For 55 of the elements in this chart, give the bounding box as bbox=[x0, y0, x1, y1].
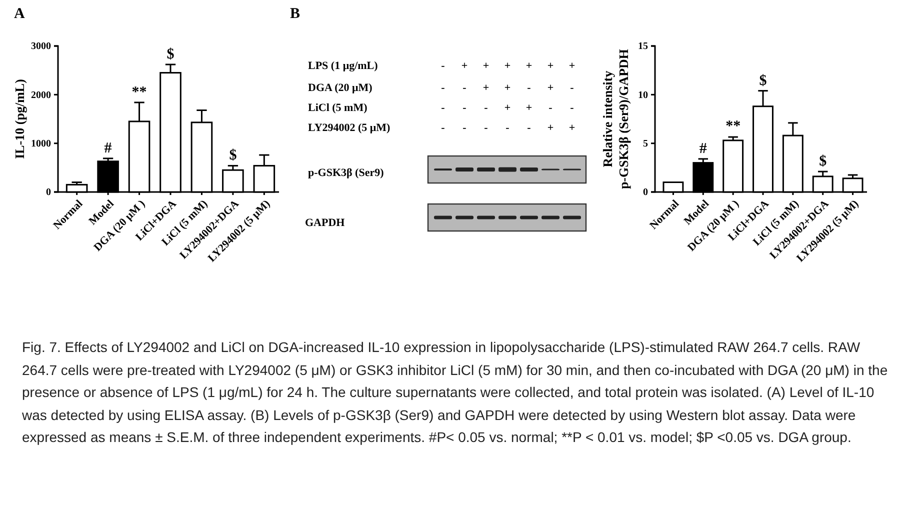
chart-title: A bbox=[14, 6, 25, 22]
y-tick-label: 3000 bbox=[31, 41, 51, 52]
y-tick-label: 5 bbox=[643, 138, 648, 150]
y-tick-label: 10 bbox=[638, 90, 648, 101]
text: + bbox=[547, 122, 554, 134]
text: - bbox=[570, 102, 574, 114]
category-label: LPS (1 μg/mL) bbox=[308, 60, 378, 72]
text: - bbox=[441, 102, 445, 114]
caption: Fig. 7. Effects of LY294002 and LiCl on DGA-increased IL-10 expression in lipopolysaccharide (LPS)-stimulated RAW 264.7 cells. RAW 264.7 cells were pre-treated with LY294002 (5 μM) or GSK3 inhibitor LiCl (5 mM) for 30 min, and then co-incubated with DGA (20 μM) in the presence or absence of LPS (1 μg/mL) for 24 h. The culture supernatants were collected, and total protein was isolated. (A) Level of IL-10 was detected by using ELISA assay. (B) Levels of p-GSK3β (Ser9) and GAPDH were detected by using Western blot assay. Data were expressed as means ± S.E.M. of three independent experiments. #P< 0.05 vs. normal; **P < 0.01 vs. model; $P <0.05 vs. DGA group. bbox=[22, 338, 889, 447]
y-axis-title: IL-10 (pg/mL) bbox=[12, 79, 27, 159]
text: + bbox=[504, 102, 511, 114]
text: - bbox=[462, 102, 466, 114]
text: - bbox=[462, 122, 466, 134]
category-label: LY294002 (5 μM) bbox=[308, 122, 390, 134]
annotation: ** bbox=[726, 118, 741, 135]
text: - bbox=[527, 122, 531, 134]
text: - bbox=[441, 122, 445, 134]
text: + bbox=[504, 60, 511, 72]
text: - bbox=[462, 82, 466, 94]
annotation: $ bbox=[229, 148, 238, 164]
y-tick-label: 2000 bbox=[31, 90, 51, 101]
annotation: $ bbox=[819, 154, 828, 170]
annotation: $ bbox=[166, 46, 175, 62]
category-label: LiCl (5 mM) bbox=[308, 102, 368, 114]
text: + bbox=[461, 60, 468, 72]
category-label: p-GSK3β (Ser9) bbox=[308, 167, 384, 179]
text: - bbox=[441, 60, 445, 72]
text: + bbox=[482, 60, 490, 72]
y-tick-label: 0 bbox=[643, 187, 648, 198]
text: + bbox=[526, 102, 532, 114]
category-label: GAPDH bbox=[305, 217, 345, 229]
y-tick-label: 1000 bbox=[31, 138, 51, 150]
text: - bbox=[506, 122, 510, 134]
category-label: DGA (20 μM) bbox=[308, 82, 372, 94]
text: - bbox=[548, 102, 552, 114]
y-tick-label: 15 bbox=[638, 41, 648, 52]
text: - bbox=[484, 102, 488, 114]
text: - bbox=[484, 122, 488, 134]
text: - bbox=[441, 82, 445, 94]
y-axis-title: Relative intensity p-GSK3β (Ser9)/GAPDH bbox=[600, 48, 631, 190]
y-tick-label: 0 bbox=[46, 187, 51, 198]
annotation: $ bbox=[759, 72, 768, 89]
annotation: ** bbox=[132, 84, 147, 100]
text: + bbox=[568, 60, 576, 72]
text: + bbox=[504, 82, 511, 94]
text: + bbox=[568, 122, 576, 134]
annotation: # bbox=[104, 140, 112, 156]
text: B bbox=[290, 6, 300, 22]
text: - bbox=[570, 82, 574, 94]
text: - bbox=[527, 82, 531, 94]
annotation: # bbox=[699, 140, 708, 157]
text: + bbox=[526, 60, 532, 72]
text: + bbox=[547, 82, 554, 94]
text: + bbox=[482, 82, 490, 94]
text: + bbox=[547, 60, 554, 72]
